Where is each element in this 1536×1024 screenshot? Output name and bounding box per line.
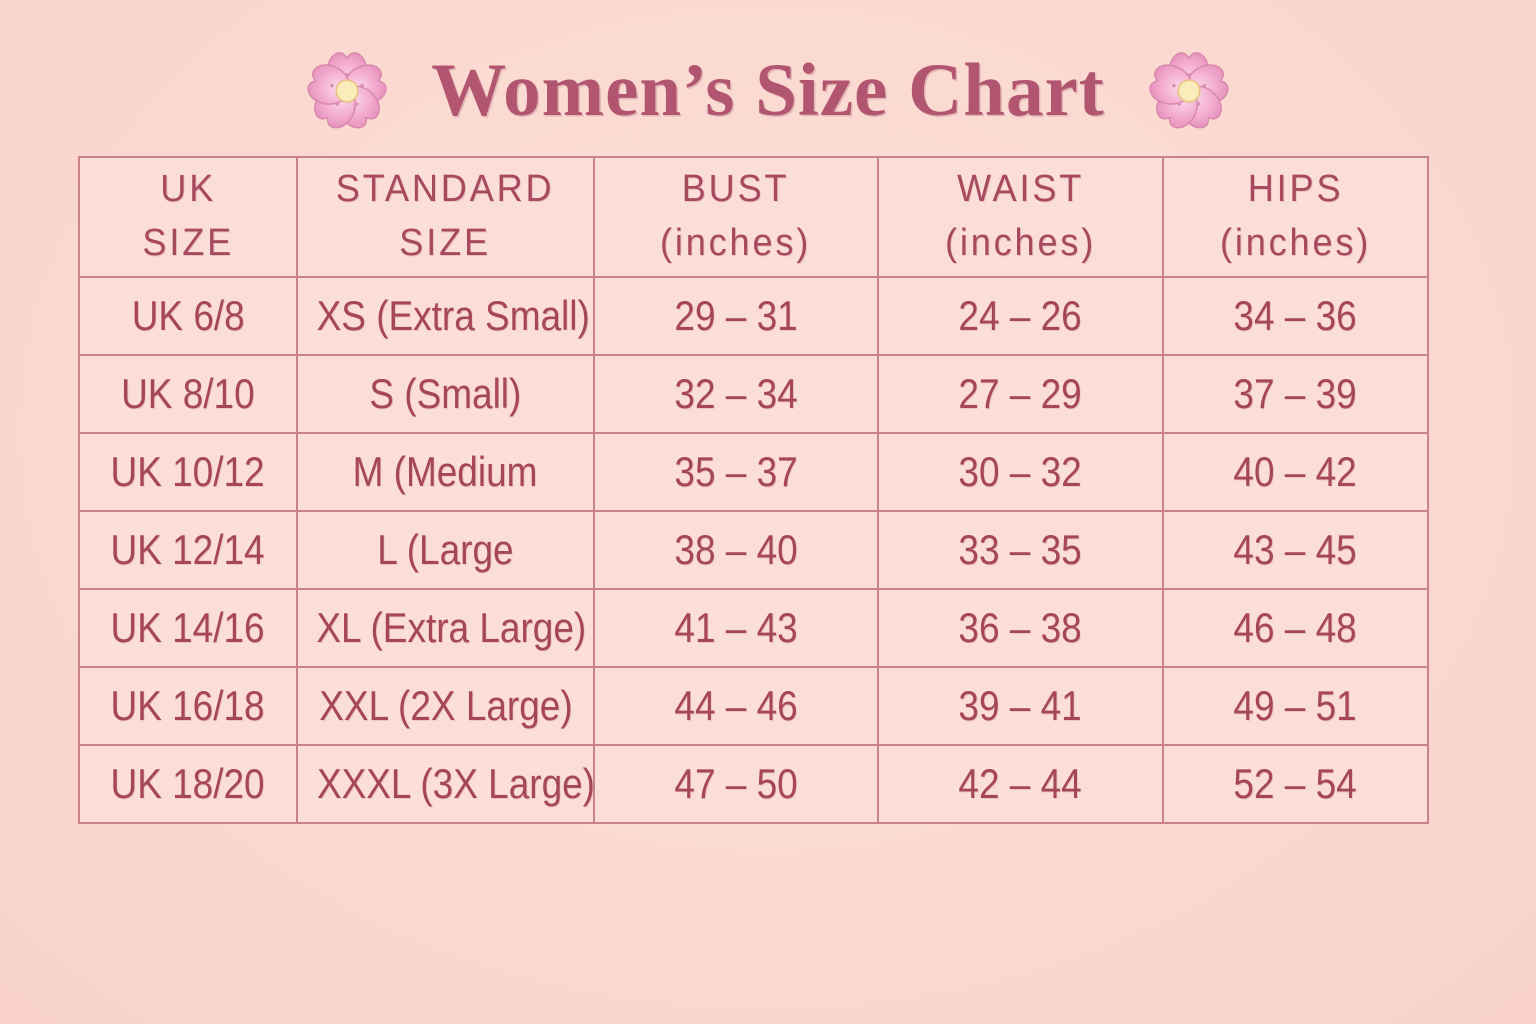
cell-hips: 40 – 42 (1162, 432, 1429, 512)
column-header-standard-size: STANDARD SIZE (296, 156, 595, 278)
column-header-waist: WAIST (inches) (877, 156, 1164, 278)
cell-uk-size: UK 16/18 (78, 666, 298, 746)
table-row: UK 14/16 XL (Extra Large) 41 – 43 36 – 3… (78, 588, 1429, 668)
cell-value: 39 – 41 (958, 682, 1083, 729)
cherry-blossom-left-icon (307, 52, 387, 129)
cell-value: 44 – 46 (674, 682, 798, 729)
cell-value: UK 14/16 (110, 604, 266, 651)
cell-hips: 43 – 45 (1162, 510, 1429, 590)
size-chart-table: UK SIZE STANDARD SIZE BUST (inches) WAIS… (78, 156, 1429, 824)
table-row: UK 6/8 XS (Extra Small) 29 – 31 24 – 26 … (78, 276, 1429, 356)
cell-value: 35 – 37 (674, 448, 798, 495)
cell-value: S (Small) (369, 370, 522, 417)
cell-value: UK 18/20 (110, 760, 266, 807)
cell-waist: 39 – 41 (877, 666, 1164, 746)
cell-value: UK 12/14 (110, 526, 266, 573)
cell-standard-size: XS (Extra Small) (296, 276, 595, 356)
cell-uk-size: UK 12/14 (78, 510, 298, 590)
cell-value: UK 10/12 (110, 448, 266, 495)
cell-waist: 33 – 35 (877, 510, 1164, 590)
cell-value: 32 – 34 (674, 370, 798, 417)
cell-waist: 42 – 44 (877, 744, 1164, 824)
cell-value: 43 – 45 (1233, 526, 1358, 573)
page-title: Women’s Size Chart (431, 49, 1105, 132)
cell-bust: 44 – 46 (593, 666, 879, 746)
cell-value: 36 – 38 (958, 604, 1083, 651)
table-row: UK 16/18 XXL (2X Large) 44 – 46 39 – 41 … (78, 666, 1429, 746)
cell-waist: 24 – 26 (877, 276, 1164, 356)
cell-standard-size: M (Medium (296, 432, 595, 512)
cell-value: L (Large (377, 526, 514, 573)
cell-bust: 32 – 34 (593, 354, 879, 434)
cell-standard-size: L (Large (296, 510, 595, 590)
cell-value: 37 – 39 (1233, 370, 1358, 417)
cell-standard-size: S (Small) (296, 354, 595, 434)
cell-uk-size: UK 8/10 (78, 354, 298, 434)
cell-hips: 46 – 48 (1162, 588, 1429, 668)
cell-hips: 49 – 51 (1162, 666, 1429, 746)
table-header-row: UK SIZE STANDARD SIZE BUST (inches) WAIS… (78, 156, 1429, 278)
cell-value: 27 – 29 (958, 370, 1083, 417)
cell-uk-size: UK 10/12 (78, 432, 298, 512)
cell-value: M (Medium (353, 448, 538, 495)
cell-value: 47 – 50 (674, 760, 798, 807)
table-row: UK 8/10 S (Small) 32 – 34 27 – 29 37 – 3… (78, 354, 1429, 434)
cell-value: 46 – 48 (1233, 604, 1358, 651)
cell-standard-size: XXXL (3X Large) (296, 744, 595, 824)
cell-value: XXXL (3X Large) (316, 760, 595, 807)
cell-hips: 34 – 36 (1162, 276, 1429, 356)
table-row: UK 18/20 XXXL (3X Large) 47 – 50 42 – 44… (78, 744, 1429, 824)
title-row: Women’s Size Chart (0, 0, 1536, 132)
cell-value: 29 – 31 (674, 292, 798, 339)
cell-value: 38 – 40 (674, 526, 798, 573)
cell-bust: 47 – 50 (593, 744, 879, 824)
table-row: UK 12/14 L (Large 38 – 40 33 – 35 43 – 4… (78, 510, 1429, 590)
cherry-blossom-right-icon (1149, 52, 1229, 129)
cell-bust: 38 – 40 (593, 510, 879, 590)
column-header-bust: BUST (inches) (593, 156, 879, 278)
cell-standard-size: XL (Extra Large) (296, 588, 595, 668)
cell-value: UK 16/18 (110, 682, 266, 729)
cell-uk-size: UK 14/16 (78, 588, 298, 668)
cell-value: 34 – 36 (1233, 292, 1358, 339)
cell-uk-size: UK 6/8 (78, 276, 298, 356)
cell-value: 30 – 32 (958, 448, 1083, 495)
cell-value: 24 – 26 (958, 292, 1083, 339)
table-row: UK 10/12 M (Medium 35 – 37 30 – 32 40 – … (78, 432, 1429, 512)
cell-value: 33 – 35 (958, 526, 1083, 573)
cell-value: 49 – 51 (1233, 682, 1358, 729)
cell-value: UK 8/10 (121, 370, 255, 417)
cell-bust: 29 – 31 (593, 276, 879, 356)
cell-hips: 37 – 39 (1162, 354, 1429, 434)
column-header-label: UK SIZE (142, 168, 234, 264)
cell-uk-size: UK 18/20 (78, 744, 298, 824)
column-header-label: BUST (inches) (660, 168, 812, 264)
column-header-label: HIPS (inches) (1219, 168, 1372, 264)
cell-value: 40 – 42 (1233, 448, 1358, 495)
column-header-hips: HIPS (inches) (1162, 156, 1429, 278)
cell-value: XXL (2X Large) (318, 682, 573, 729)
cell-value: 42 – 44 (958, 760, 1083, 807)
column-header-label: WAIST (inches) (944, 168, 1097, 264)
column-header-uk-size: UK SIZE (78, 156, 298, 278)
cell-value: UK 6/8 (131, 292, 245, 339)
cell-waist: 36 – 38 (877, 588, 1164, 668)
cell-value: XL (Extra Large) (316, 604, 587, 651)
cell-standard-size: XXL (2X Large) (296, 666, 595, 746)
cell-waist: 27 – 29 (877, 354, 1164, 434)
column-header-label: STANDARD SIZE (336, 168, 555, 264)
cell-waist: 30 – 32 (877, 432, 1164, 512)
cell-value: 41 – 43 (674, 604, 798, 651)
cell-hips: 52 – 54 (1162, 744, 1429, 824)
cell-bust: 35 – 37 (593, 432, 879, 512)
cell-value: XS (Extra Small) (316, 292, 590, 339)
cell-bust: 41 – 43 (593, 588, 879, 668)
cell-value: 52 – 54 (1233, 760, 1358, 807)
